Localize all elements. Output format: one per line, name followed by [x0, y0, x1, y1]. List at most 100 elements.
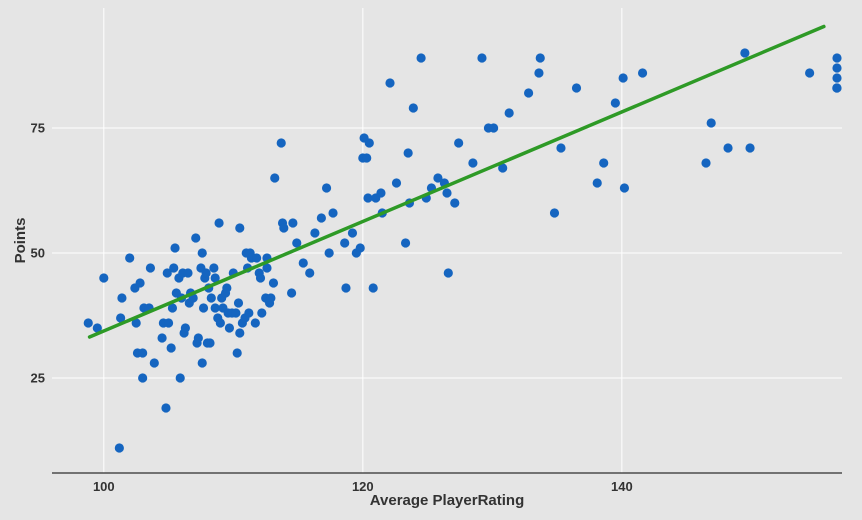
- data-point: [832, 53, 842, 63]
- data-point: [193, 333, 203, 343]
- data-point: [416, 53, 426, 63]
- data-point: [138, 348, 148, 358]
- data-point: [549, 208, 560, 218]
- x-tick-label: 140: [611, 479, 633, 494]
- data-point: [114, 443, 124, 453]
- data-point: [328, 208, 338, 218]
- trendline-layer: [87, 24, 826, 339]
- data-point: [279, 223, 289, 233]
- data-point: [214, 218, 224, 228]
- data-point: [210, 273, 220, 283]
- data-point: [391, 178, 402, 188]
- data-point: [250, 318, 260, 328]
- data-point: [443, 268, 453, 278]
- data-point: [637, 68, 648, 78]
- data-point: [276, 138, 286, 148]
- data-point: [244, 308, 254, 318]
- data-point: [618, 73, 628, 83]
- data-point: [701, 158, 711, 168]
- data-point: [169, 263, 179, 273]
- x-tick-label: 100: [93, 479, 115, 494]
- data-point: [535, 53, 545, 63]
- data-point: [450, 198, 460, 208]
- data-point: [321, 183, 332, 193]
- data-point: [162, 268, 172, 278]
- x-tick-label: 120: [352, 479, 374, 494]
- data-point: [489, 123, 499, 133]
- y-axis-title: Points: [12, 218, 29, 264]
- data-point: [180, 323, 190, 333]
- y-tick-label: 50: [31, 246, 45, 261]
- data-point: [205, 338, 215, 348]
- data-point: [477, 53, 487, 63]
- data-point: [832, 63, 842, 73]
- data-point: [235, 328, 245, 338]
- data-point: [163, 318, 174, 328]
- data-point: [355, 243, 365, 253]
- data-point: [209, 263, 219, 273]
- data-point: [125, 253, 135, 263]
- data-point: [534, 68, 544, 78]
- data-point: [92, 323, 102, 333]
- data-point: [231, 308, 241, 318]
- data-point: [266, 293, 276, 303]
- grid-lines: [52, 8, 842, 473]
- tick-labels: 100 120 140 25 50 75: [31, 121, 633, 495]
- data-point: [175, 373, 185, 383]
- data-points: [83, 48, 842, 453]
- data-point: [288, 218, 298, 228]
- data-point: [324, 248, 334, 258]
- data-point: [592, 178, 602, 188]
- data-point: [571, 83, 582, 93]
- data-point: [149, 358, 159, 368]
- data-point: [723, 143, 733, 153]
- data-point: [232, 348, 242, 358]
- data-point: [504, 108, 514, 118]
- data-point: [131, 318, 141, 328]
- data-point: [599, 158, 609, 168]
- data-point: [523, 88, 534, 98]
- data-point: [341, 283, 351, 293]
- trendline: [87, 24, 826, 339]
- data-point: [498, 163, 508, 173]
- y-tick-label: 75: [31, 121, 45, 136]
- data-point: [305, 268, 315, 278]
- data-point: [167, 303, 178, 313]
- data-point: [262, 263, 272, 273]
- data-point: [364, 138, 374, 148]
- data-point: [454, 138, 464, 148]
- data-point: [408, 103, 418, 113]
- data-point: [362, 153, 372, 163]
- data-point: [740, 48, 750, 58]
- data-point: [224, 323, 235, 333]
- data-point: [556, 143, 566, 153]
- data-point: [298, 258, 308, 268]
- data-point: [161, 403, 171, 413]
- data-point: [117, 293, 127, 303]
- data-point: [292, 238, 302, 248]
- data-point: [252, 253, 262, 263]
- data-point: [191, 233, 201, 243]
- x-axis-title: Average PlayerRating: [370, 492, 525, 509]
- data-point: [832, 83, 842, 93]
- data-point: [385, 78, 395, 88]
- data-point: [368, 283, 378, 293]
- data-point: [442, 188, 452, 198]
- data-point: [340, 238, 350, 248]
- data-point: [706, 118, 716, 128]
- data-point: [210, 303, 220, 313]
- data-point: [83, 318, 93, 328]
- data-point: [145, 263, 156, 273]
- data-point: [166, 343, 176, 353]
- data-point: [255, 273, 266, 283]
- data-point: [468, 158, 478, 168]
- data-point: [116, 313, 126, 323]
- data-point: [215, 318, 225, 328]
- data-point: [745, 143, 755, 153]
- y-tick-label: 25: [31, 371, 45, 386]
- data-point: [832, 73, 842, 83]
- data-point: [99, 273, 109, 283]
- data-point: [376, 188, 386, 198]
